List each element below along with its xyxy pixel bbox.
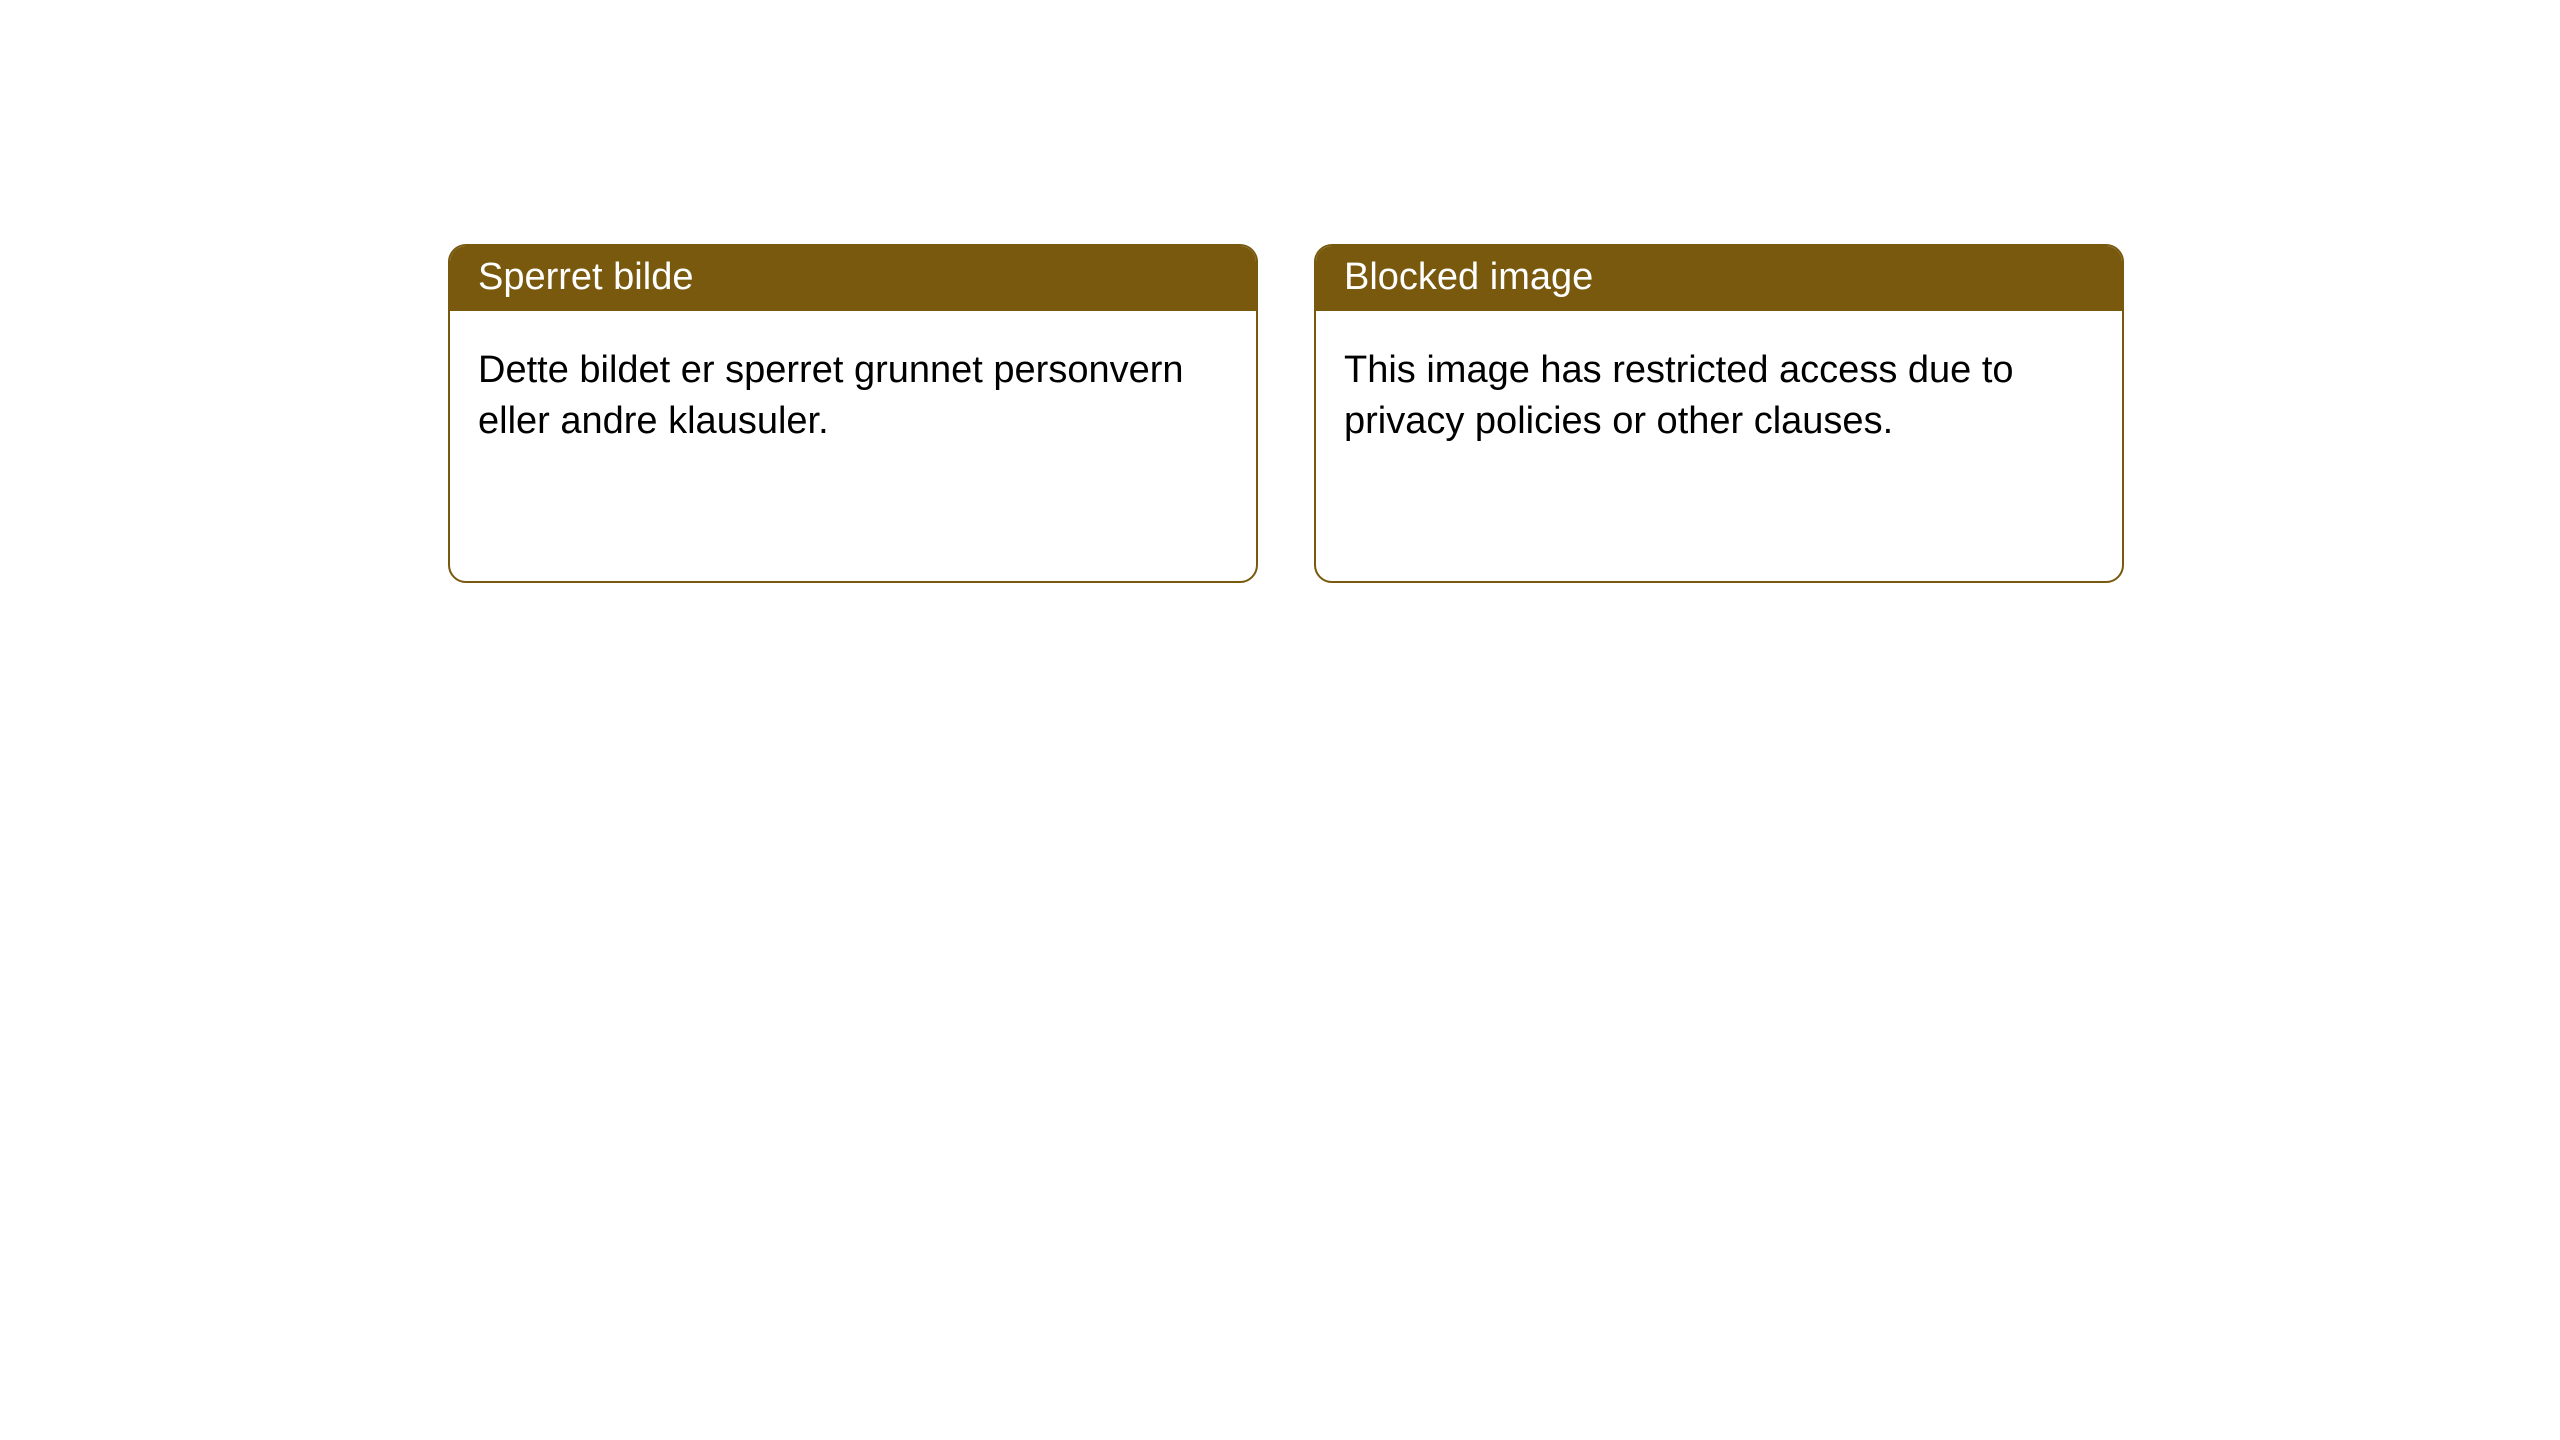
notice-body-english: This image has restricted access due to …: [1316, 311, 2122, 581]
notice-container: Sperret bilde Dette bildet er sperret gr…: [0, 0, 2560, 583]
notice-title-norwegian: Sperret bilde: [450, 246, 1256, 311]
notice-title-english: Blocked image: [1316, 246, 2122, 311]
notice-card-norwegian: Sperret bilde Dette bildet er sperret gr…: [448, 244, 1258, 583]
notice-body-norwegian: Dette bildet er sperret grunnet personve…: [450, 311, 1256, 581]
notice-card-english: Blocked image This image has restricted …: [1314, 244, 2124, 583]
